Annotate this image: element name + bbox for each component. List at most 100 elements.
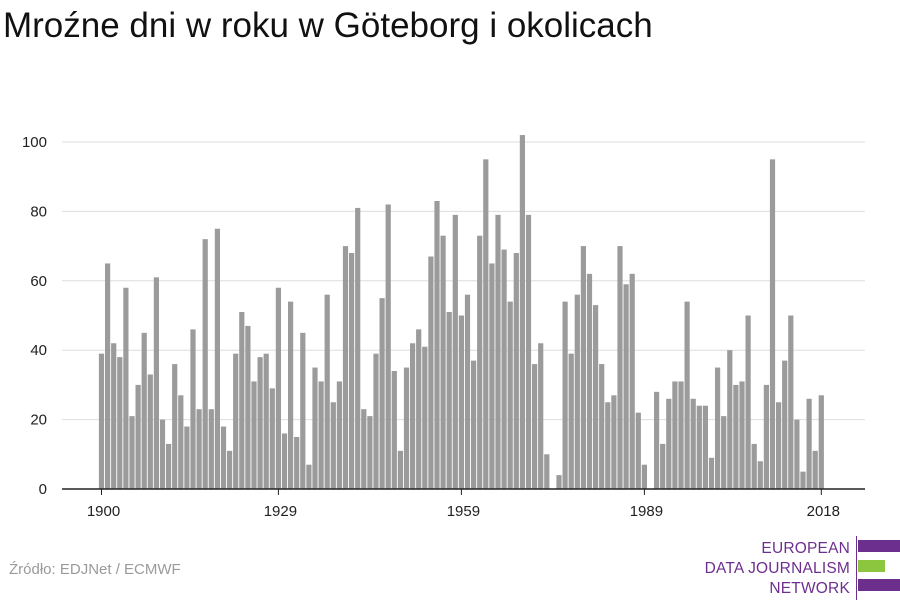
bar-1984 (611, 395, 617, 489)
bar-1910 (159, 419, 166, 489)
bar-1959 (458, 315, 464, 489)
x-tick-label: 1929 (264, 503, 297, 520)
bar-1903 (117, 357, 123, 489)
bar-1957 (446, 312, 452, 489)
y-tick-label: 0 (39, 481, 47, 498)
bar-1932 (294, 436, 300, 489)
bar-2018 (818, 395, 824, 489)
bar-1914 (184, 426, 190, 489)
bar-1973 (544, 454, 550, 489)
bar-1980 (586, 273, 593, 489)
bar-1941 (349, 253, 355, 489)
bar-2009 (763, 384, 769, 489)
bar-2013 (788, 315, 794, 489)
bar-2005 (739, 381, 745, 489)
bar-1947 (385, 204, 391, 489)
bar-1921 (227, 450, 233, 489)
bar-1929 (275, 287, 281, 489)
bar-1904 (123, 287, 129, 489)
bar-1906 (135, 384, 141, 489)
bar-2007 (751, 443, 757, 489)
bar-2015 (800, 471, 806, 489)
bar-2002 (721, 416, 727, 489)
bar-1900 (98, 353, 105, 489)
bar-1963 (483, 159, 489, 489)
bar-1952 (416, 329, 422, 489)
y-tick-label: 100 (22, 134, 47, 151)
bar-1940 (342, 246, 349, 489)
x-tick-label: 1959 (447, 503, 480, 520)
bar-1934 (306, 464, 312, 489)
bar-2008 (757, 461, 763, 489)
bar-1998 (696, 405, 702, 489)
bar-1912 (172, 364, 178, 489)
bar-2012 (782, 360, 788, 489)
bar-1901 (105, 263, 111, 489)
bar-1985 (617, 246, 623, 489)
bar-1909 (153, 277, 159, 489)
bar-1916 (196, 409, 202, 489)
bar-2014 (794, 419, 800, 489)
bar-chart: 0 20 40 60 80 100 1900 1929 1959 1989 2018 (22, 134, 865, 520)
bar-1970 (525, 214, 532, 489)
logo-line-2: DATA JOURNALISM (704, 560, 850, 577)
bar-1945 (373, 353, 379, 489)
bar-1995 (678, 381, 684, 489)
bar-1977 (568, 353, 574, 489)
bar-1933 (300, 332, 306, 489)
bar-1930 (281, 433, 288, 489)
bar-1976 (562, 301, 568, 489)
bar-2006 (745, 315, 751, 489)
bar-1905 (129, 416, 135, 489)
bar-1988 (635, 412, 641, 489)
bar-1951 (410, 343, 416, 489)
bar-1918 (208, 409, 214, 489)
bar-2000 (708, 457, 715, 489)
bar-1927 (263, 353, 269, 489)
bar-1911 (166, 443, 172, 489)
source-note: Źródło: EDJNet / ECMWF (9, 561, 181, 578)
x-tick-label: 2018 (807, 503, 840, 520)
bar-1972 (538, 343, 544, 489)
bar-1949 (397, 450, 403, 489)
bar-1954 (428, 256, 434, 489)
bar-1999 (702, 405, 708, 489)
logo-text: EUROPEAN DATA JOURNALISM NETWORK (705, 539, 850, 599)
y-tick-label: 20 (30, 412, 47, 429)
bar-1928 (269, 388, 275, 489)
bar-1907 (141, 332, 147, 489)
bar-1956 (440, 235, 446, 489)
bar-1935 (312, 367, 318, 489)
bar-1968 (513, 253, 519, 489)
logo-bar-green (858, 560, 885, 572)
edjnet-logo[interactable]: EUROPEAN DATA JOURNALISM NETWORK (700, 536, 900, 600)
bar-1992 (660, 443, 666, 489)
bar-2011 (776, 402, 782, 489)
logo-divider (856, 536, 857, 600)
x-tick-label: 1989 (630, 503, 663, 520)
bar-1978 (574, 294, 580, 489)
bar-1989 (641, 464, 647, 489)
bar-1971 (532, 364, 538, 489)
bar-1915 (190, 329, 196, 489)
bar-1987 (629, 273, 635, 489)
bar-1950 (403, 367, 410, 489)
bar-1931 (288, 301, 294, 489)
logo-bar-purple-bottom (858, 579, 900, 591)
bar-1991 (654, 391, 660, 489)
bar-1919 (214, 228, 220, 489)
bar-1902 (111, 343, 117, 489)
bar-1983 (605, 402, 611, 489)
bar-1948 (391, 371, 397, 489)
bar-1975 (556, 475, 562, 489)
bar-1964 (489, 263, 495, 489)
bar-1913 (178, 395, 184, 489)
bar-1939 (336, 381, 342, 489)
bar-1993 (666, 398, 672, 489)
bar-1969 (519, 135, 525, 489)
bar-1966 (501, 249, 507, 489)
bar-1942 (355, 207, 361, 489)
bar-1967 (507, 301, 513, 489)
bar-2003 (727, 350, 733, 489)
bar-1962 (477, 235, 483, 489)
